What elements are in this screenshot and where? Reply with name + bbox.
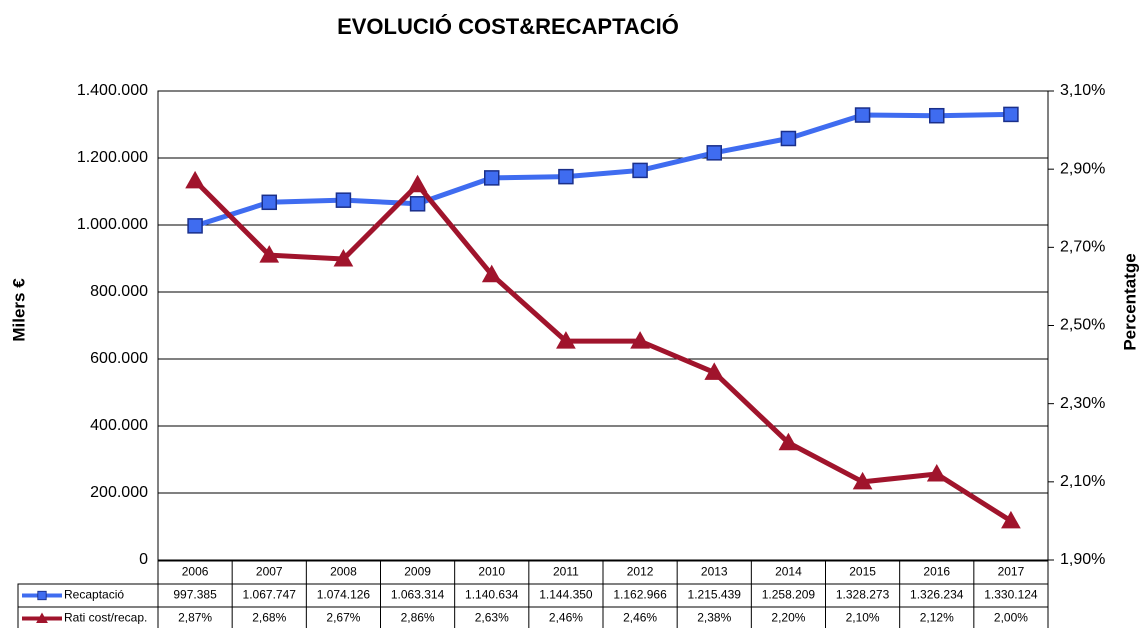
- table-value: 1.144.350: [539, 588, 593, 602]
- point: [704, 362, 725, 380]
- table-value: 1.326.234: [910, 588, 964, 602]
- table-value: 2,12%: [920, 611, 954, 625]
- table-value: 2,67%: [326, 611, 360, 625]
- x-tick-label: 2015: [849, 565, 876, 579]
- table-value: 2,46%: [549, 611, 583, 625]
- y2-tick-label: 2,90%: [1060, 160, 1105, 177]
- y-tick-label: 1.400.000: [77, 82, 148, 99]
- y-tick-label: 200.000: [90, 484, 148, 501]
- x-tick-label: 2017: [998, 565, 1025, 579]
- point: [929, 107, 945, 124]
- y-tick-label: 0: [139, 551, 148, 568]
- y-tick-label: 600.000: [90, 350, 148, 367]
- table-value: 2,20%: [771, 611, 805, 625]
- point: [261, 194, 277, 211]
- x-tick-label: 2016: [923, 565, 950, 579]
- y2-axis-title: Percentatge: [1120, 253, 1139, 350]
- y-tick-label: 400.000: [90, 417, 148, 434]
- point: [1001, 510, 1021, 529]
- point: [187, 218, 203, 234]
- point: [407, 174, 428, 193]
- point: [854, 107, 871, 123]
- x-tick-label: 2008: [330, 565, 357, 579]
- point: [558, 168, 574, 185]
- legend-marker: [37, 590, 47, 601]
- table-value: 2,46%: [623, 611, 657, 625]
- table-value: 1.215.439: [688, 588, 742, 602]
- y2-tick-label: 2,10%: [1060, 473, 1105, 490]
- table-value: 2,68%: [252, 611, 286, 625]
- point: [778, 432, 799, 451]
- series-line: [194, 111, 1011, 229]
- table-value: 1.067.747: [243, 588, 297, 602]
- x-tick-label: 2010: [478, 565, 505, 579]
- chart-title: EVOLUCIÓ COST&RECAPTACIÓ: [337, 14, 679, 39]
- x-tick-label: 2009: [404, 565, 431, 579]
- x-tick-label: 2011: [553, 565, 579, 579]
- table-value: 2,63%: [475, 611, 509, 625]
- y-axis-title: Milers €: [9, 278, 28, 342]
- x-tick-label: 2012: [627, 565, 654, 579]
- series-line: [193, 179, 1013, 524]
- y2-tick-label: 2,30%: [1060, 395, 1105, 412]
- point: [185, 170, 205, 189]
- table-value: 2,38%: [697, 611, 731, 625]
- point: [333, 249, 354, 267]
- table-value: 1.328.273: [836, 588, 890, 602]
- x-tick-label: 2013: [701, 565, 728, 579]
- point: [706, 145, 722, 161]
- table-value: 1.140.634: [465, 588, 519, 602]
- y2-tick-label: 2,70%: [1060, 239, 1105, 256]
- x-tick-label: 2014: [775, 565, 802, 579]
- point: [484, 170, 500, 186]
- table-value: 1.074.126: [317, 588, 371, 602]
- point: [335, 192, 352, 208]
- table-value: 1.063.314: [391, 588, 445, 602]
- y-tick-label: 1.000.000: [77, 216, 148, 233]
- legend-label: Recaptació: [64, 588, 124, 602]
- table-value: 997.385: [173, 588, 217, 602]
- table-value: 2,87%: [178, 611, 212, 625]
- point: [259, 245, 280, 263]
- x-tick-label: 2006: [182, 565, 209, 579]
- y2-tick-label: 1,90%: [1060, 551, 1105, 568]
- table-value: 1.258.209: [762, 588, 816, 602]
- table-value: 1.162.966: [613, 588, 667, 602]
- legend-marker: [36, 612, 48, 624]
- point: [780, 130, 797, 147]
- table-value: 2,10%: [846, 611, 880, 625]
- y2-tick-label: 2,50%: [1060, 317, 1105, 334]
- table-value: 2,86%: [401, 611, 435, 625]
- plot-area: [157, 90, 1049, 561]
- point: [409, 196, 426, 212]
- point: [481, 264, 502, 283]
- point: [632, 162, 648, 179]
- x-tick-label: 2007: [256, 565, 283, 579]
- y-tick-label: 800.000: [90, 283, 148, 300]
- legend-label: Rati cost/recap.: [64, 611, 147, 625]
- y2-tick-label: 3,10%: [1060, 82, 1105, 99]
- point: [1003, 106, 1019, 123]
- point: [556, 331, 576, 349]
- point: [926, 463, 947, 482]
- y-tick-label: 1.200.000: [77, 149, 148, 166]
- point: [630, 331, 650, 349]
- table-value: 2,00%: [994, 611, 1028, 625]
- table-value: 1.330.124: [984, 588, 1038, 602]
- point: [852, 471, 873, 490]
